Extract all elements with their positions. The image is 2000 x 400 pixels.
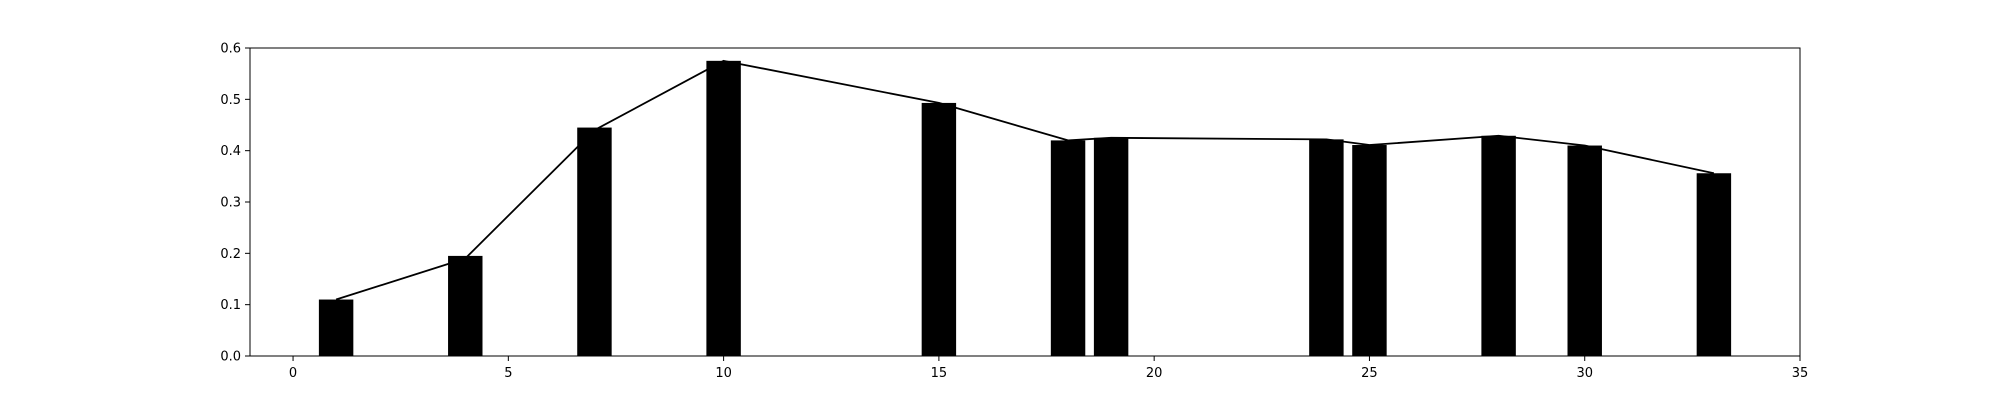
bar — [1567, 145, 1602, 356]
bar — [1481, 135, 1516, 356]
bar — [1093, 137, 1129, 356]
bar — [921, 102, 957, 356]
series-line — [335, 59, 1715, 301]
bar — [577, 127, 612, 356]
x-axis: 0 5 10 15 20 25 30 35 — [289, 356, 1808, 381]
bar — [318, 299, 354, 356]
plot-background — [250, 48, 1800, 356]
bar — [448, 255, 483, 356]
y-tick-label: 0.3 — [220, 196, 241, 211]
y-tick-label: 0.4 — [220, 144, 241, 159]
x-tick-label: 15 — [931, 366, 948, 381]
bar — [1696, 173, 1732, 356]
x-tick-label: 0 — [289, 366, 297, 381]
y-tick-label: 0.1 — [220, 298, 241, 313]
x-tick-label: 25 — [1361, 366, 1378, 381]
x-tick-label: 5 — [504, 366, 512, 381]
y-tick-label: 0.0 — [220, 350, 241, 365]
y-tick-label: 0.2 — [220, 247, 241, 262]
bar — [1050, 140, 1086, 356]
y-tick-label: 0.6 — [220, 42, 241, 57]
bars-group — [318, 60, 1732, 356]
bar — [706, 60, 741, 356]
y-axis: 0.0 0.1 0.2 0.3 0.4 0.5 0.6 — [220, 42, 250, 365]
x-tick-label: 30 — [1576, 366, 1593, 381]
bar — [1352, 145, 1387, 356]
line-group — [335, 59, 1715, 301]
bar — [1309, 139, 1344, 356]
y-tick-label: 0.5 — [220, 93, 241, 108]
x-tick-label: 35 — [1792, 366, 1809, 381]
x-tick-label: 10 — [715, 366, 732, 381]
x-tick-label: 20 — [1146, 366, 1163, 381]
